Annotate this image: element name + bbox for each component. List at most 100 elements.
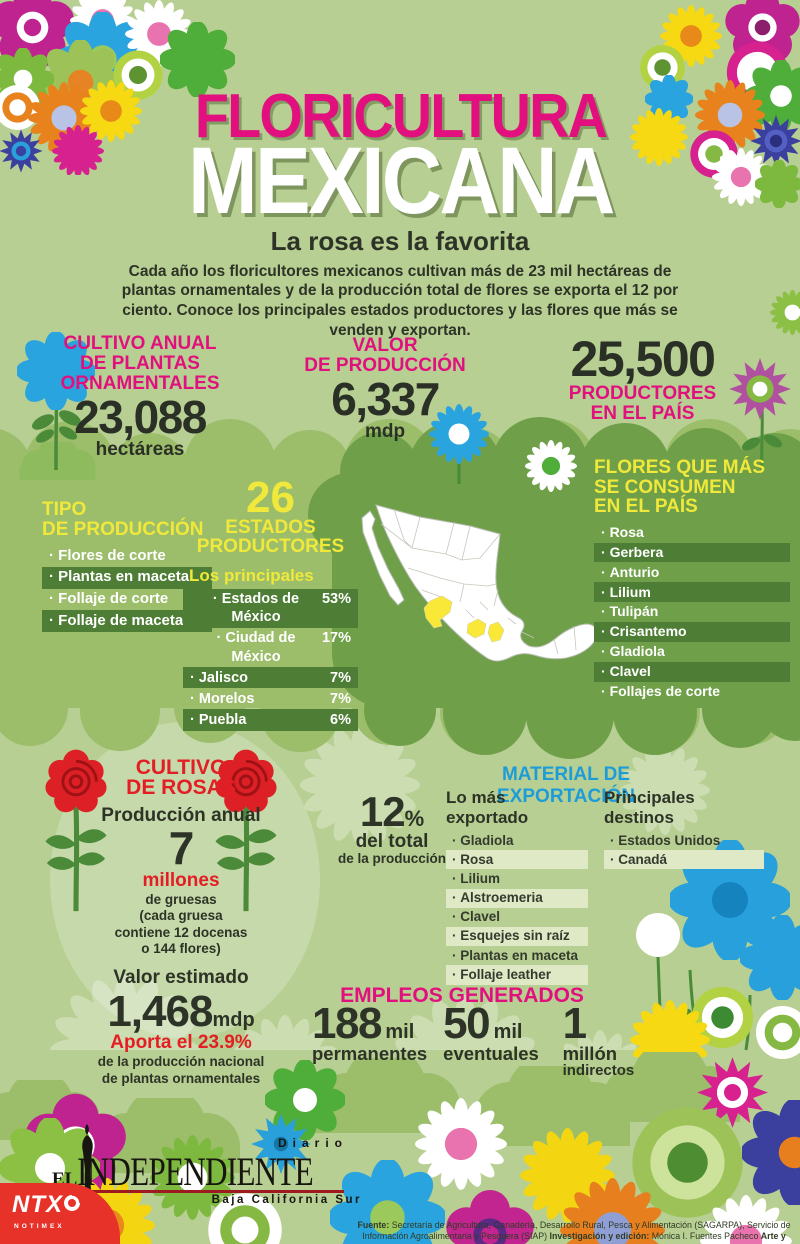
exportado-list: Gladiola Rosa Lilium Alstroemeria Clavel… [446,831,588,985]
list-item: Clavel [446,908,588,927]
page-subtitle: La rosa es la favorita [270,225,530,256]
stat-valor-label: VALOR DE PRODUCCIÓN [304,335,466,376]
state-name: Estados de México [190,590,322,626]
empleos-sublabel: indirectos [562,1062,635,1080]
list-item: Gerbera [594,542,790,563]
cultivo-rosas-block: CULTIVO DE ROSAS Producción anual 7 mill… [28,756,334,1087]
empleos-value: 188 [312,999,382,1048]
rosas-produccion-label: Producción anual [101,804,261,826]
destinos-list: Estados Unidos Canadá [604,831,764,870]
intro-paragraph: Cada año los floricultores mexicanos cul… [121,262,679,339]
rosas-aporte: Aporta el 23.9% [110,1032,252,1054]
arte-text: Alberto Nava Consultoría [542,1243,640,1244]
stat-cultivo-value: 23,088 [74,390,207,443]
state-name: Morelos [190,690,255,708]
logo-rule [88,1190,344,1193]
empleos-row: 188 mil permanentes 50 mil eventuales 1 … [312,1002,642,1080]
empleos-unit: mil [493,1021,523,1043]
estados-table: Estados de México 53% Ciudad de México 1… [183,588,358,731]
investigacion-label: Investigación y edición: [549,1231,650,1242]
logo-figure-icon [82,1124,93,1208]
list-item: Rosa [594,523,790,543]
exportado-column: Lo más exportado Gladiola Rosa Lilium Al… [446,788,588,985]
list-item: Gladiola [594,642,790,662]
empleos-value: 1 [562,999,587,1048]
list-item: Plantas en maceta [42,566,212,589]
empleos-label: eventuales [443,1043,539,1064]
export-share-block: 12% del total de la producción [336,791,448,867]
flores-consumo-block: FLORES QUE MÁS SE CONSUMEN EN EL PAÍS Ro… [594,458,790,702]
arte-label: Arte y Diseño: [508,1231,786,1244]
empleos-label: permanentes [312,1043,428,1064]
ntx-label: NTX [12,1191,63,1218]
empleos-indirectos: 1 millón indirectos [562,1002,642,1080]
exportacion-title: MATERIAL DE EXPORTACIÓN [497,764,635,807]
credits-line: Fuente: Secretaría de Agricultura, Ganad… [352,1220,796,1244]
list-item: Canadá [604,850,764,870]
table-row: Puebla 6% [183,709,358,731]
list-item: Lilium [446,869,588,888]
rosas-valor-row: 1,468mdp [28,990,334,1034]
table-row: Ciudad de México 17% [183,628,358,667]
estados-subtitle: Los principales [189,565,314,585]
page-title-line2: MEXICANA [187,128,615,235]
list-item: Flores de corte [42,545,212,567]
page-title-line1: FLORICULTURA [194,82,607,151]
stat-valor-value: 6,337 [331,372,440,425]
list-item: Lilium [594,582,790,603]
table-row: Jalisco 7% [183,667,358,689]
stat-cultivo-label: CULTIVO ANUAL DE PLANTAS ORNAMENTALES [60,333,220,394]
list-item: Follaje de maceta [42,610,212,633]
state-pct: 7% [330,669,351,686]
share-value: 12 [359,788,406,835]
list-item: Crisantemo [594,622,790,642]
list-item: Plantas en maceta [446,946,588,965]
share-line1: del total [355,831,429,852]
flower-cluster-right [630,840,800,1060]
ntx-badge: NTX NOTIMEX [0,1183,120,1244]
state-name: Jalisco [190,669,248,687]
list-item: Esquejes sin raíz [446,926,588,947]
state-pct: 6% [330,711,351,728]
table-row: Morelos 7% [183,688,358,709]
list-item: Rosa [446,850,588,870]
rosas-valor-unit: mdp [212,1009,255,1032]
logo-name-label: INDEPENDIENTE [77,1149,314,1194]
estados-productores-block: 26 ESTADOS PRODUCTORES Los principales E… [183,476,358,731]
investigacion-text: Mónica I. Fuentes Pacheco [651,1231,759,1242]
flores-consumo-list: Rosa Gerbera Anturio Lilium Tulipán Cris… [594,523,790,702]
rosas-aporte-note: de la producción nacional de plantas orn… [97,1054,265,1086]
rosas-valor-value: 1,468 [107,987,213,1037]
list-item: Alstroemeria [446,888,588,908]
newspaper-logo: Diario ELINDEPENDIENTE Baja California S… [52,1124,362,1214]
state-pct: 17% [321,630,351,647]
state-pct: 53% [321,591,351,608]
list-item: Gladiola [446,831,588,850]
tipo-produccion-list: Flores de corte Plantas en maceta Follaj… [42,545,212,633]
logo-region-label: Baja California Sur [211,1194,362,1206]
empleos-title: EMPLEOS GENERADOS [340,984,584,1007]
mexico-map [361,504,598,662]
stat-productores-value: 25,500 [570,331,716,387]
list-item: Estados Unidos [604,831,764,850]
rosas-title: CULTIVO DE ROSAS [126,756,236,799]
list-item: Follajes de corte [594,682,790,702]
ntx-speaker-icon [64,1194,81,1211]
empleos-value: 50 [443,999,490,1048]
logo-diario-label: Diario [277,1136,348,1150]
stat-productores: 25,500 PRODUCTORES EN EL PAÍS [535,334,750,424]
empleos-permanentes: 188 mil permanentes [312,1002,428,1080]
small-blue-flower [429,404,489,484]
title-block: FLORICULTURA MEXICANA La rosa es la favo… [0,82,800,340]
estados-title: ESTADOS PRODUCTORES [196,516,345,558]
state-name: Puebla [190,711,247,729]
list-item: Anturio [594,562,790,582]
rosas-valor-label: Valor estimado [113,967,249,989]
stat-valor-unit: mdp [364,420,406,442]
empleos-unit: mil [385,1021,415,1043]
fuente-text: Secretaría de Agricultura, Ganadería, De… [362,1219,791,1242]
exportado-title: Lo más exportado [446,788,529,827]
list-item: Tulipán [594,602,790,622]
destinos-title: Principales destinos [604,788,695,827]
